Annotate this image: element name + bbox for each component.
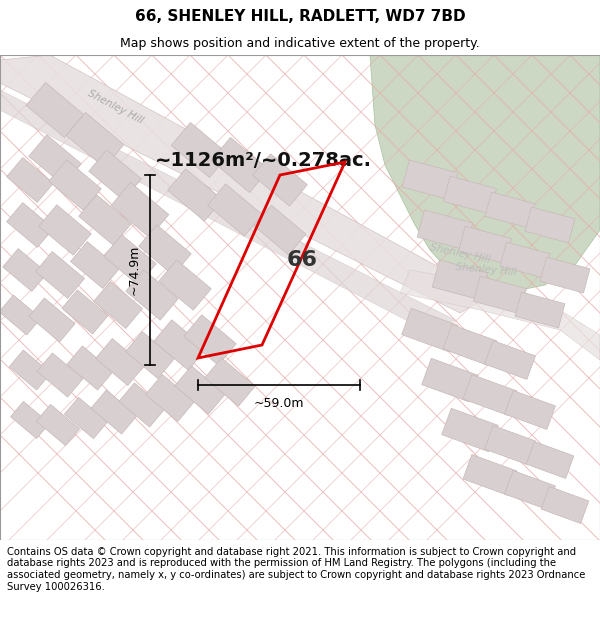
Polygon shape <box>62 290 108 334</box>
Polygon shape <box>254 205 306 255</box>
Polygon shape <box>485 192 535 228</box>
Polygon shape <box>211 138 269 192</box>
Text: ~74.9m: ~74.9m <box>128 245 141 295</box>
Text: Shenley Hill: Shenley Hill <box>455 262 517 278</box>
Polygon shape <box>104 235 156 285</box>
Polygon shape <box>500 242 550 278</box>
Text: Map shows position and indicative extent of the property.: Map shows position and indicative extent… <box>120 38 480 51</box>
Polygon shape <box>49 160 101 210</box>
Polygon shape <box>64 398 107 439</box>
Polygon shape <box>159 260 211 310</box>
Polygon shape <box>175 366 225 414</box>
Text: Shenley Hill: Shenley Hill <box>429 242 491 264</box>
Polygon shape <box>39 205 91 255</box>
Polygon shape <box>154 320 206 370</box>
Polygon shape <box>119 383 165 427</box>
Polygon shape <box>485 341 535 379</box>
Polygon shape <box>370 55 600 292</box>
Polygon shape <box>66 112 124 168</box>
Polygon shape <box>91 390 137 434</box>
Text: 66: 66 <box>287 250 317 270</box>
Polygon shape <box>89 150 141 200</box>
Polygon shape <box>422 358 478 402</box>
Polygon shape <box>37 353 83 397</box>
Polygon shape <box>432 260 488 300</box>
Polygon shape <box>463 454 517 496</box>
Polygon shape <box>146 374 194 421</box>
Polygon shape <box>171 122 229 177</box>
Polygon shape <box>485 426 535 464</box>
Polygon shape <box>0 295 41 335</box>
Polygon shape <box>9 350 51 390</box>
Polygon shape <box>111 182 169 238</box>
Polygon shape <box>442 408 498 452</box>
Polygon shape <box>67 346 113 390</box>
Polygon shape <box>37 404 80 446</box>
Polygon shape <box>79 195 131 245</box>
Polygon shape <box>205 358 255 406</box>
Polygon shape <box>29 135 81 185</box>
Polygon shape <box>525 207 575 243</box>
Text: Contains OS data © Crown copyright and database right 2021. This information is : Contains OS data © Crown copyright and d… <box>7 547 586 592</box>
Text: ~59.0m: ~59.0m <box>254 397 304 410</box>
Polygon shape <box>463 374 517 416</box>
Polygon shape <box>29 298 75 342</box>
Polygon shape <box>402 160 458 200</box>
Polygon shape <box>473 276 527 314</box>
Polygon shape <box>417 210 473 250</box>
Polygon shape <box>11 401 49 439</box>
Polygon shape <box>458 226 512 264</box>
Polygon shape <box>94 281 142 329</box>
Polygon shape <box>167 169 223 221</box>
Polygon shape <box>526 441 574 479</box>
Polygon shape <box>0 90 455 335</box>
Text: Shenley Hill: Shenley Hill <box>86 88 145 126</box>
Polygon shape <box>515 292 565 328</box>
Polygon shape <box>126 270 178 320</box>
Polygon shape <box>26 82 84 138</box>
Polygon shape <box>505 391 556 429</box>
Polygon shape <box>541 486 589 524</box>
Polygon shape <box>540 257 590 293</box>
Text: ~1126m²/~0.278ac.: ~1126m²/~0.278ac. <box>155 151 372 169</box>
Polygon shape <box>400 270 600 360</box>
Polygon shape <box>402 308 458 352</box>
Polygon shape <box>71 241 119 289</box>
Polygon shape <box>253 154 307 206</box>
Polygon shape <box>0 55 490 313</box>
Text: 66, SHENLEY HILL, RADLETT, WD7 7BD: 66, SHENLEY HILL, RADLETT, WD7 7BD <box>134 9 466 24</box>
Polygon shape <box>505 471 556 509</box>
Polygon shape <box>139 225 191 275</box>
Polygon shape <box>208 184 262 236</box>
Polygon shape <box>7 202 53 248</box>
Polygon shape <box>95 339 145 386</box>
Polygon shape <box>3 249 47 291</box>
Polygon shape <box>35 251 85 299</box>
Polygon shape <box>7 158 53 202</box>
Polygon shape <box>184 315 236 365</box>
Polygon shape <box>125 331 175 379</box>
Polygon shape <box>443 176 497 214</box>
Polygon shape <box>443 324 497 366</box>
